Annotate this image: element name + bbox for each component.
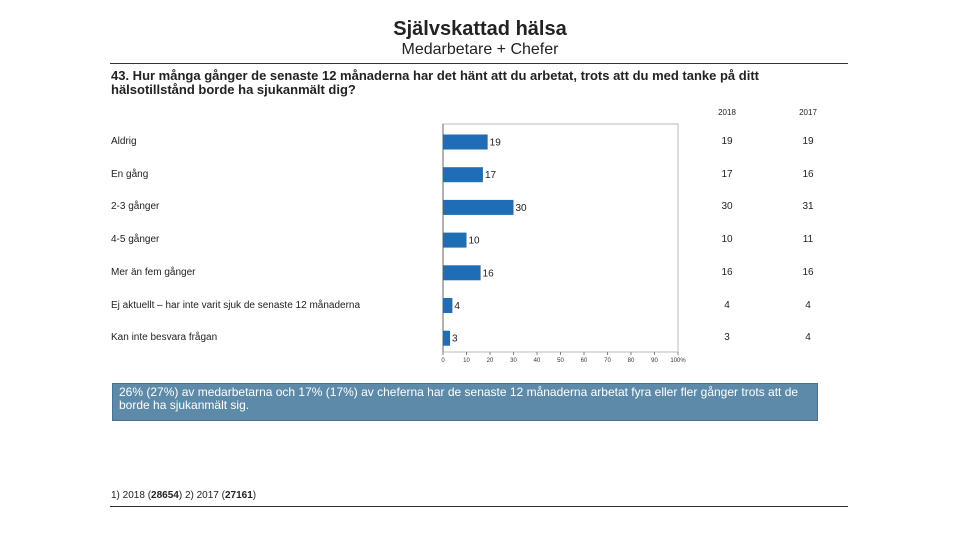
bar [443,298,453,313]
bar [443,330,451,346]
summary-note: 26% (27%) av medarbetarna och 17% (17%) … [112,383,818,421]
value-2017: 16 [802,168,814,180]
footer-n2017: 27161 [224,490,253,501]
column-header-2017: 2017 [799,108,817,117]
value-2017: 11 [802,234,814,246]
x-tick-label: 10 [463,358,470,364]
value-2018: 17 [721,168,733,180]
footer-part1: 1) 2018 ( [111,490,152,501]
bar [443,134,488,150]
page-title: Självskattad hälsa [393,18,567,40]
top-rule [110,63,848,64]
bar [443,167,483,183]
footer-sample-sizes: 1) 2018 (28654) 2) 2017 (27161) [111,490,256,501]
question-text: 43. Hur många gånger de senaste 12 månad… [111,68,759,97]
column-header-2018: 2018 [718,108,736,117]
bar-data-label: 19 [490,138,502,149]
value-2017: 31 [802,201,814,213]
bottom-rule [110,506,848,507]
category-label: Mer än fem gånger [111,266,196,278]
bar-data-label: 30 [516,203,528,214]
category-label: 4-5 gånger [111,234,160,246]
value-2017: 4 [805,299,811,311]
value-2017: 19 [802,136,814,147]
x-tick-label: 0 [441,358,445,364]
x-tick-label: 100% [670,358,686,364]
category-label: Aldrig [111,136,137,147]
x-tick-label: 20 [487,358,494,364]
bar [443,232,467,248]
bar-data-label: 10 [469,236,481,247]
category-label: 2-3 gånger [111,201,160,213]
category-label: En gång [111,168,149,180]
footer-part3: ) [252,490,257,501]
x-tick-label: 50 [557,358,564,364]
x-tick-label: 80 [628,358,635,364]
category-label: Ej aktuellt – har inte varit sjuk de sen… [111,299,361,311]
value-2018: 3 [724,332,730,344]
value-2017: 4 [805,332,811,344]
bar-data-label: 17 [485,170,497,181]
x-tick-label: 40 [534,358,541,364]
value-2018: 10 [721,234,733,246]
category-label: Kan inte besvara frågan [111,332,218,344]
x-tick-label: 90 [651,358,658,364]
value-2018: 16 [721,266,733,278]
x-tick-label: 60 [581,358,588,364]
x-tick-label: 70 [604,358,611,364]
bar-data-label: 4 [454,301,460,312]
bar-data-label: 16 [483,268,495,279]
value-2018: 4 [724,299,730,311]
page-subtitle: Medarbetare + Chefer [401,41,559,58]
bar [443,199,514,215]
bar [443,265,481,281]
bar-data-label: 3 [452,334,458,345]
x-tick-label: 30 [510,358,517,364]
footer-part2: ) 2) 2017 ( [178,490,225,501]
value-2018: 19 [721,136,733,147]
footer-n2018: 28654 [151,490,179,501]
value-2017: 16 [802,266,814,278]
value-2018: 30 [721,201,733,213]
